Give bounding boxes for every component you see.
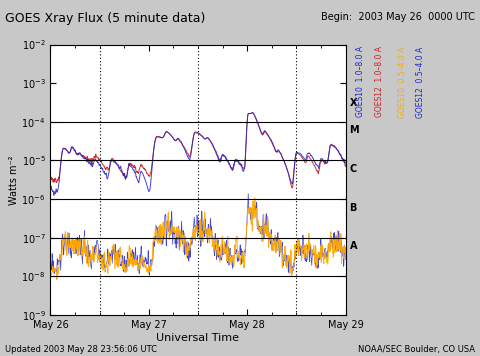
Text: Updated 2003 May 28 23:56:06 UTC: Updated 2003 May 28 23:56:06 UTC: [5, 345, 157, 354]
X-axis label: Universal Time: Universal Time: [156, 333, 240, 343]
Text: B: B: [349, 203, 357, 213]
Text: NOAA/SEC Boulder, CO USA: NOAA/SEC Boulder, CO USA: [358, 345, 475, 354]
Text: GOES10  0.5–4.0 A: GOES10 0.5–4.0 A: [398, 46, 407, 117]
Text: A: A: [349, 241, 357, 251]
Text: C: C: [349, 164, 357, 174]
Text: Begin:  2003 May 26  0000 UTC: Begin: 2003 May 26 0000 UTC: [321, 12, 475, 22]
Text: GOES12  0.5–4.0 A: GOES12 0.5–4.0 A: [416, 46, 425, 117]
Text: M: M: [349, 125, 359, 135]
Text: GOES Xray Flux (5 minute data): GOES Xray Flux (5 minute data): [5, 12, 205, 26]
Text: GOES12  1.0–8.0 A: GOES12 1.0–8.0 A: [375, 46, 384, 117]
Text: X: X: [349, 98, 357, 108]
Text: GOES10  1.0–8.0 A: GOES10 1.0–8.0 A: [357, 46, 365, 117]
Y-axis label: Watts m⁻²: Watts m⁻²: [9, 155, 19, 205]
